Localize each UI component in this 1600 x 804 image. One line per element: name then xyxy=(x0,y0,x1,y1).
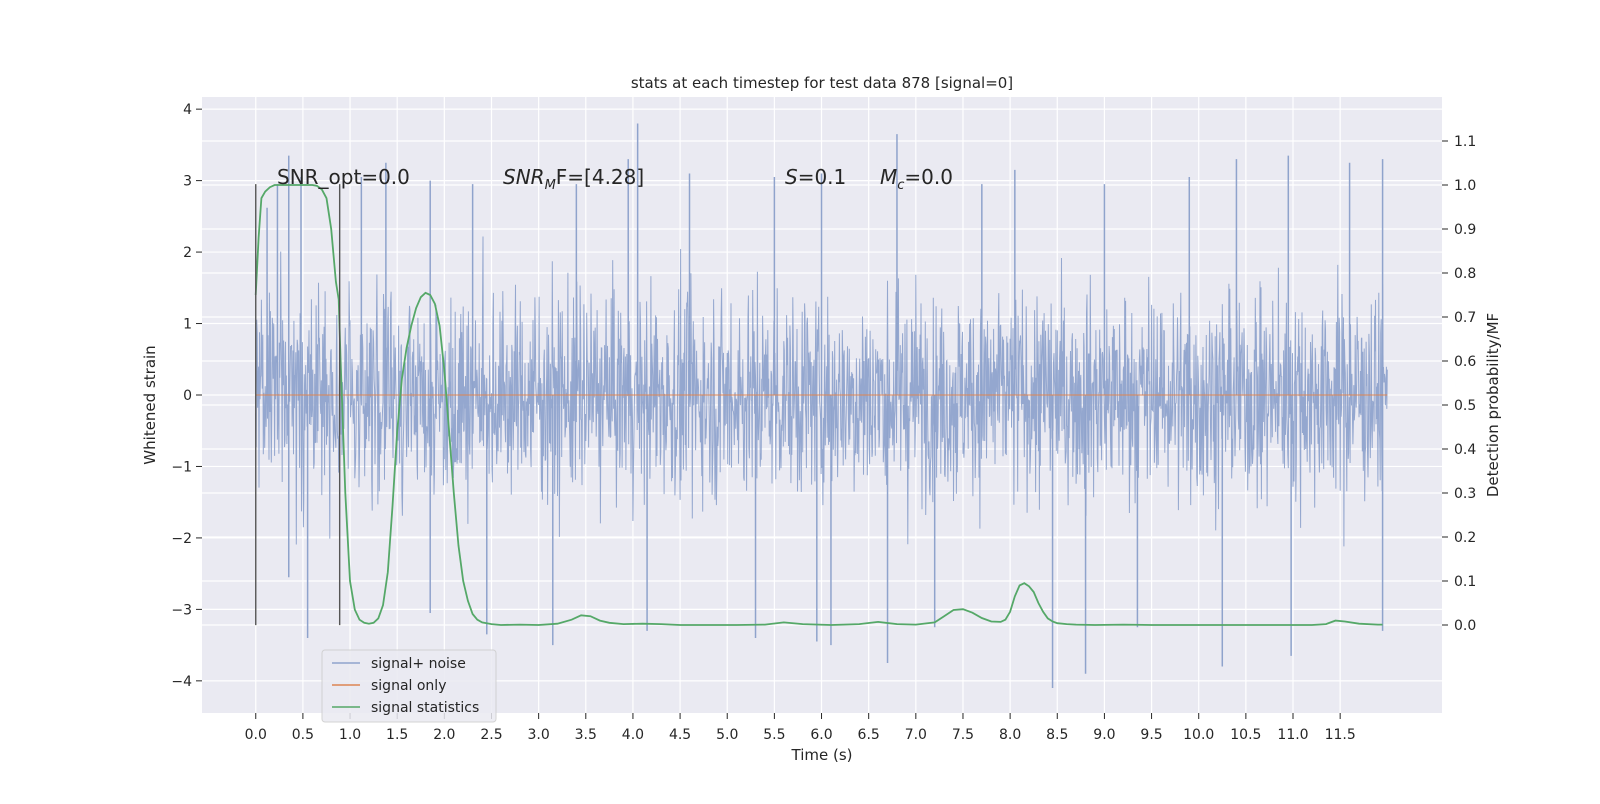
x-tick-label: 4.5 xyxy=(669,727,691,743)
x-tick-label: 6.5 xyxy=(858,727,880,743)
chart-title: stats at each timestep for test data 878… xyxy=(631,74,1013,92)
y-right-tick-label: 0.0 xyxy=(1454,618,1476,634)
y-right-tick-label: 0.2 xyxy=(1454,530,1476,546)
y-right-tick-label: 0.8 xyxy=(1454,266,1476,282)
x-tick-label: 2.5 xyxy=(480,727,502,743)
x-tick-label: 11.5 xyxy=(1325,727,1356,743)
signal-statistics-line xyxy=(254,184,1383,626)
x-tick-label: 9.5 xyxy=(1140,727,1162,743)
annotation-snr-mf-main: SNR xyxy=(503,165,545,189)
y-right-tick-label: 0.3 xyxy=(1454,486,1476,502)
x-tick-label: 1.5 xyxy=(386,727,408,743)
series-lines xyxy=(254,184,1388,626)
y-left-axis-ticks: 4 3 2 1 0 −1 −2 −3 −4 xyxy=(171,102,202,690)
legend-label-signal-statistics: signal statistics xyxy=(371,700,479,716)
x-tick-label: 8.0 xyxy=(999,727,1021,743)
y-right-tick-label: 1.0 xyxy=(1454,178,1476,194)
y-left-tick-label: −2 xyxy=(171,531,192,547)
vertical-markers xyxy=(255,184,341,626)
x-tick-label: 1.0 xyxy=(339,727,361,743)
legend: signal+ noise signal only signal statist… xyxy=(321,649,497,723)
legend-label-signal-noise: signal+ noise xyxy=(371,656,466,672)
x-tick-label: 0.0 xyxy=(245,727,267,743)
y-left-tick-label: 1 xyxy=(183,317,192,333)
annotation-mc: Mc=0.0 xyxy=(880,165,953,193)
y-right-tick-label: 0.4 xyxy=(1454,442,1476,458)
annotation-snr-mf-rest: F=[4.28] xyxy=(556,165,644,189)
x-tick-label: 11.0 xyxy=(1277,727,1308,743)
y-right-tick-label: 0.7 xyxy=(1454,310,1476,326)
legend-label-signal-only: signal only xyxy=(371,678,446,694)
x-tick-label: 6.0 xyxy=(810,727,832,743)
y-left-tick-label: −4 xyxy=(171,674,192,690)
x-axis-label: Time (s) xyxy=(791,746,853,764)
y-left-tick-label: 3 xyxy=(183,174,192,190)
x-tick-label: 5.0 xyxy=(716,727,738,743)
x-tick-label: 7.5 xyxy=(952,727,974,743)
y-right-axis-ticks: 1.1 1.0 0.9 0.8 0.7 0.6 0.5 0.4 0.3 0.2 0.1 0.0 xyxy=(1442,134,1476,634)
x-tick-label: 3.0 xyxy=(528,727,550,743)
annotation-mc-sub: c xyxy=(897,178,904,193)
annotation-snr-mf: SNRMF=[4.28] xyxy=(503,165,644,193)
y-right-tick-label: 0.1 xyxy=(1454,574,1476,590)
y-left-tick-label: −3 xyxy=(171,602,192,618)
annotation-mc-main: M xyxy=(880,165,897,189)
legend-box xyxy=(321,649,497,723)
y-left-tick-label: 0 xyxy=(183,388,192,404)
annotation-s-label: S xyxy=(785,165,798,189)
x-tick-label: 5.5 xyxy=(763,727,785,743)
x-tick-label: 3.5 xyxy=(575,727,597,743)
y-left-tick-label: −1 xyxy=(171,459,192,475)
x-tick-label: 8.5 xyxy=(1046,727,1068,743)
annotation-snr-opt: SNR_opt=0.0 xyxy=(277,165,410,189)
x-tick-label: 10.5 xyxy=(1230,727,1261,743)
y-right-axis-label: Detection probability/MF xyxy=(1484,313,1502,497)
annotation-s: S=0.1 xyxy=(785,165,846,189)
x-tick-label: 0.5 xyxy=(292,727,314,743)
y-right-tick-label: 1.1 xyxy=(1454,134,1476,150)
x-tick-label: 2.0 xyxy=(433,727,455,743)
annotation-snr-mf-sub: M xyxy=(545,178,556,193)
y-left-tick-label: 4 xyxy=(183,102,192,118)
signal-plus-noise-series xyxy=(255,123,1388,688)
x-tick-label: 4.0 xyxy=(622,727,644,743)
y-right-tick-label: 0.9 xyxy=(1454,222,1476,238)
y-left-tick-label: 2 xyxy=(183,245,192,261)
x-tick-label: 10.0 xyxy=(1183,727,1214,743)
x-tick-label: 9.0 xyxy=(1093,727,1115,743)
annotation-s-value: =0.1 xyxy=(798,165,847,189)
annotation-mc-value: =0.0 xyxy=(904,165,953,189)
y-left-axis-label: Whitened strain xyxy=(141,345,159,464)
x-tick-label: 7.0 xyxy=(905,727,927,743)
y-right-tick-label: 0.6 xyxy=(1454,354,1476,370)
y-right-tick-label: 0.5 xyxy=(1454,398,1476,414)
x-axis-ticks: 0.0 0.5 1.0 1.5 2.0 2.5 3.0 3.5 4.0 4.5 5.0 5.5 6.0 6… xyxy=(245,713,1356,743)
